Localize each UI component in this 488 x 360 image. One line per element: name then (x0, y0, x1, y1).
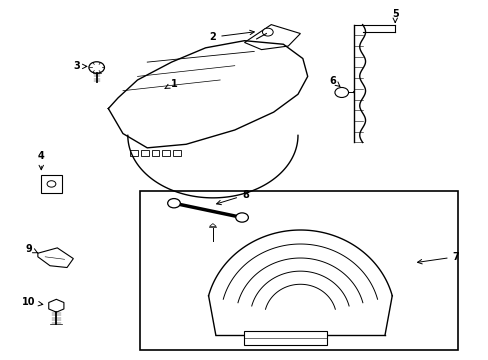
Circle shape (262, 28, 273, 36)
Text: 5: 5 (391, 9, 398, 22)
Polygon shape (244, 24, 300, 50)
Text: 3: 3 (73, 62, 87, 71)
Text: 9: 9 (26, 244, 38, 253)
Text: 2: 2 (209, 30, 254, 42)
Polygon shape (209, 224, 216, 226)
Text: 10: 10 (22, 297, 43, 307)
Bar (140, 191, 458, 350)
Text: 7: 7 (417, 252, 458, 264)
Circle shape (167, 199, 180, 208)
Circle shape (235, 213, 248, 222)
Bar (162, 150, 170, 156)
Text: 1: 1 (165, 78, 177, 89)
Polygon shape (38, 248, 73, 267)
Circle shape (47, 181, 56, 187)
Circle shape (334, 87, 348, 98)
Bar (130, 150, 138, 156)
Bar (244, 332, 326, 345)
Bar (151, 150, 159, 156)
Text: 8: 8 (216, 190, 248, 205)
Bar (141, 150, 148, 156)
Bar (173, 150, 181, 156)
Circle shape (89, 62, 104, 73)
Text: 6: 6 (329, 76, 339, 86)
Text: 4: 4 (38, 151, 44, 170)
Bar (41, 175, 61, 193)
